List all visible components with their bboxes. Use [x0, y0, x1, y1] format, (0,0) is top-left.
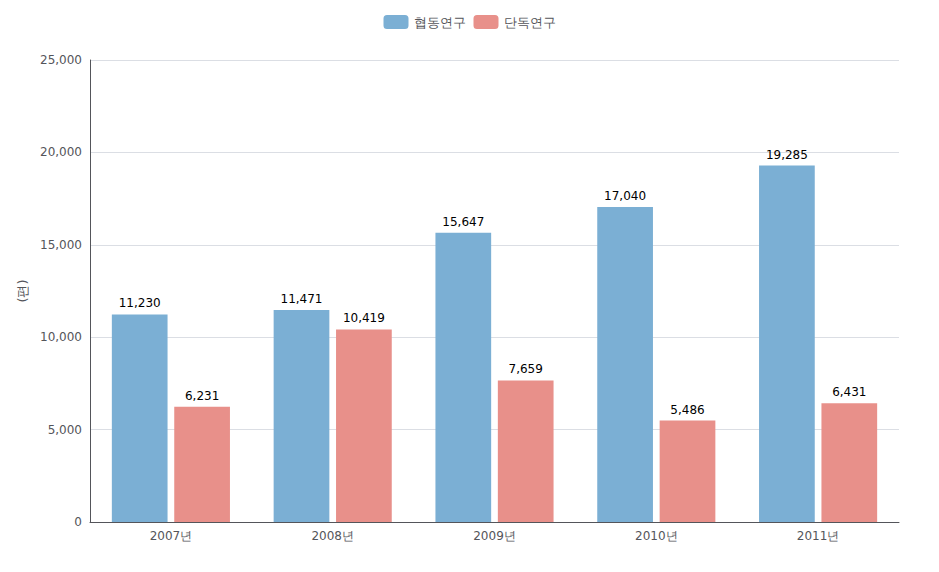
- svg-text:6,231: 6,231: [185, 389, 219, 403]
- svg-text:6,431: 6,431: [832, 385, 866, 399]
- svg-text:협동연구: 협동연구: [414, 15, 466, 30]
- svg-text:11,230: 11,230: [119, 296, 161, 310]
- svg-text:10,000: 10,000: [40, 330, 82, 344]
- svg-text:15,647: 15,647: [442, 215, 484, 229]
- svg-text:5,486: 5,486: [670, 403, 704, 417]
- svg-text:7,659: 7,659: [509, 362, 543, 376]
- svg-text:20,000: 20,000: [40, 145, 82, 159]
- svg-text:5,000: 5,000: [48, 423, 82, 437]
- svg-text:2011년: 2011년: [797, 529, 840, 543]
- svg-text:0: 0: [74, 515, 82, 529]
- svg-text:2008년: 2008년: [311, 529, 354, 543]
- svg-text:2009년: 2009년: [473, 529, 516, 543]
- svg-text:2010년: 2010년: [635, 529, 678, 543]
- svg-text:2007년: 2007년: [150, 529, 193, 543]
- svg-text:25,000: 25,000: [40, 53, 82, 67]
- svg-text:(편): (편): [15, 279, 30, 302]
- svg-text:10,419: 10,419: [343, 311, 385, 325]
- svg-text:19,285: 19,285: [766, 148, 808, 162]
- svg-text:15,000: 15,000: [40, 238, 82, 252]
- svg-text:17,040: 17,040: [604, 189, 646, 203]
- svg-text:11,471: 11,471: [281, 292, 323, 306]
- svg-text:단독연구: 단독연구: [504, 15, 556, 30]
